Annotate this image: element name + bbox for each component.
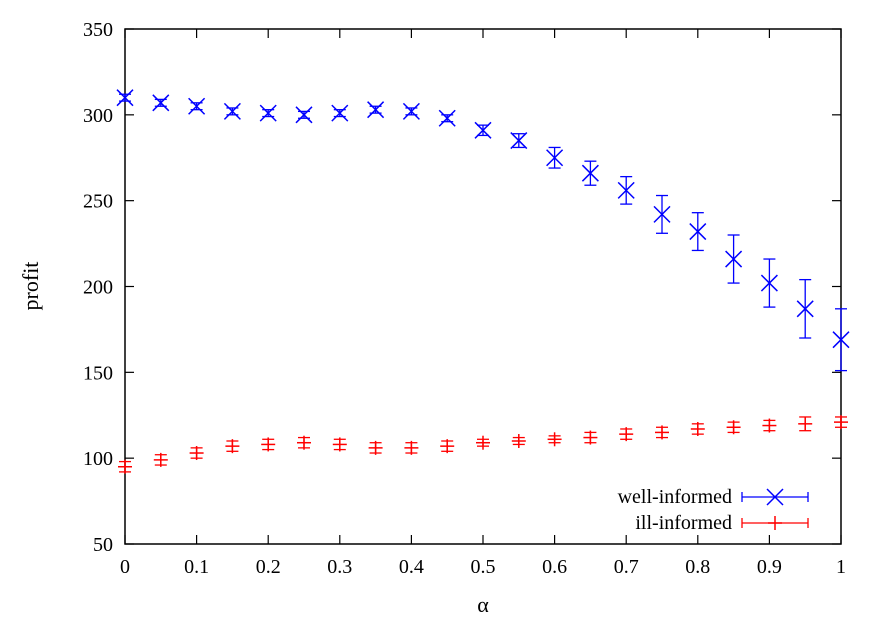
well-informed-marker [653,205,671,223]
series-ill-informed [118,415,848,474]
y-tick-label: 250 [83,191,113,213]
x-tick-label: 0 [120,556,130,578]
x-axis-label: α [477,592,489,617]
y-axis-label: profit [18,262,43,311]
well-informed-marker [188,97,206,115]
x-tick-label: 0.8 [685,556,710,578]
x-tick-label: 0.3 [327,556,352,578]
well-informed-marker [725,250,743,268]
well-informed-marker [546,149,564,167]
legend-label: ill-informed [635,512,732,534]
x-tick-label: 0.9 [757,556,782,578]
x-tick-label: 0.6 [542,556,567,578]
y-tick-label: 50 [93,534,113,556]
well-informed-marker [367,101,385,119]
legend: well-informed ill-informed [618,486,809,534]
well-informed-marker [116,89,134,107]
well-informed-marker [331,104,349,122]
well-informed-marker [438,109,456,127]
y-tick-label: 200 [83,277,113,299]
well-informed-marker [474,121,492,139]
well-informed-marker [689,223,707,241]
y-tick-label: 100 [83,448,113,470]
ticks: 0 0.1 0.2 0.3 0.4 0.5 0.6 0.7 0.8 0.9 150100150200… [83,19,846,578]
well-informed-marker [832,331,850,349]
y-tick-label: 150 [83,362,113,384]
well-informed-marker [259,104,277,122]
well-informed-marker [223,102,241,120]
well-informed-marker [295,106,313,124]
well-informed-marker [581,164,599,182]
x-tick-label: 0.2 [256,556,281,578]
legend-label: well-informed [618,486,732,508]
well-informed-marker [510,132,528,150]
plot-frame [124,28,842,545]
well-informed-marker [402,102,420,120]
x-tick-label: 0.7 [614,556,639,578]
well-informed-marker [152,94,170,112]
well-informed-marker [796,300,814,318]
legend-well-informed-marker [766,488,784,506]
y-tick-label: 350 [83,19,113,41]
x-tick-label: 0.4 [399,556,424,578]
x-tick-label: 0.1 [184,556,209,578]
well-informed-marker [760,274,778,292]
series-layer [116,89,850,474]
well-informed-marker [617,181,635,199]
x-tick-label: 0.5 [471,556,496,578]
y-tick-label: 300 [83,105,113,127]
x-tick-label: 1 [836,556,846,578]
series-well-informed [116,89,850,372]
